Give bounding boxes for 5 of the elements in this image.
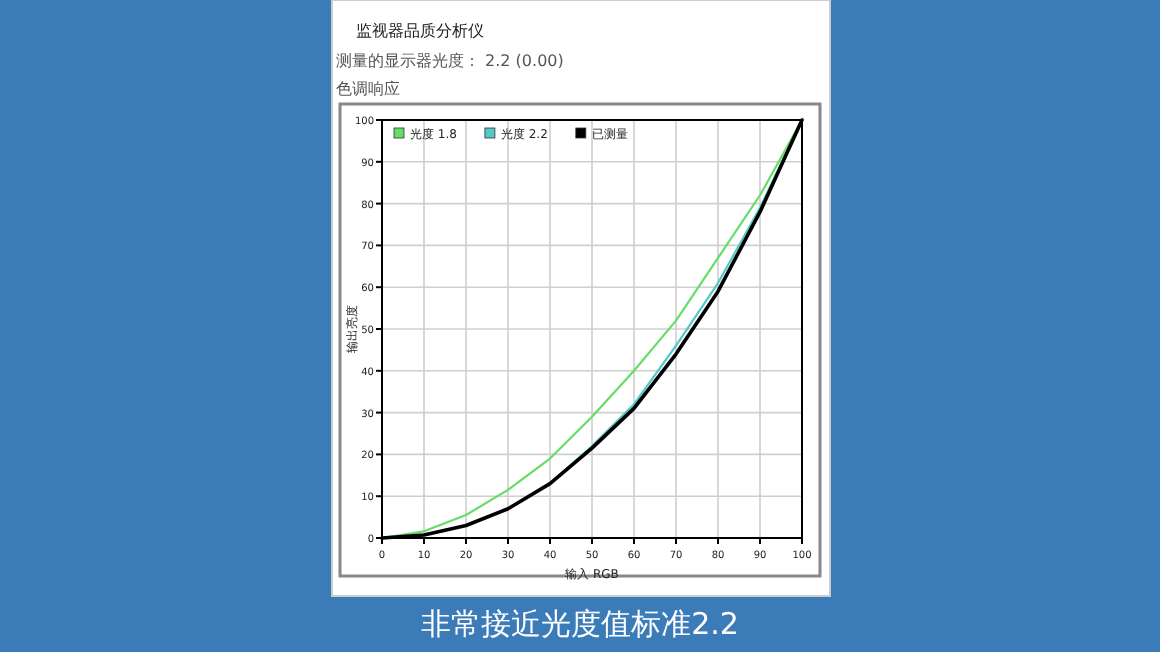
text: 非常接近光度值标准2.2 [421,606,739,642]
chart-subtitle: 测量的显示器光度： 2.2 (0.00) [336,52,564,70]
chart-title: 监视器品质分析仪 [356,22,484,40]
text: 色调响应 [336,80,400,98]
line-series [380,118,804,540]
